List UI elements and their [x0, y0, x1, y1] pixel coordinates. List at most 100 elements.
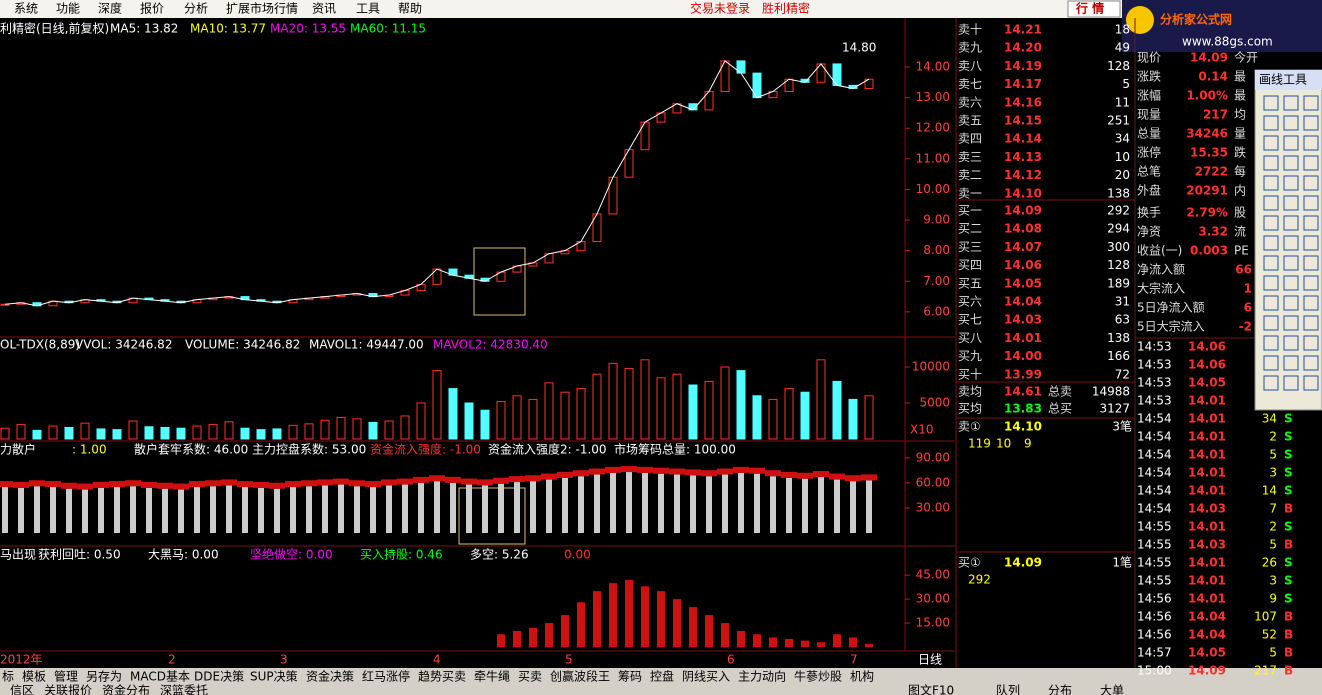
- tab[interactable]: 买卖: [518, 670, 542, 684]
- y-tick-label: 15.00: [916, 616, 950, 630]
- tab[interactable]: 机构: [850, 669, 874, 684]
- tool-button[interactable]: [1283, 375, 1299, 391]
- menu-item[interactable]: 扩展市场行情: [226, 1, 298, 16]
- tick-price: 14.06: [1188, 340, 1226, 354]
- tab[interactable]: 标: [2, 670, 14, 684]
- book-level: 卖八: [958, 59, 982, 73]
- tab[interactable]: 牵牛绳: [474, 669, 510, 684]
- tab[interactable]: 资金决策: [306, 669, 354, 684]
- tool-button[interactable]: [1283, 215, 1299, 231]
- tool-button[interactable]: [1303, 335, 1319, 351]
- tool-button[interactable]: [1283, 235, 1299, 251]
- tool-button[interactable]: [1303, 215, 1319, 231]
- tick-volume: 2: [1269, 520, 1277, 534]
- tab[interactable]: 分布: [1048, 684, 1072, 695]
- tool-button[interactable]: [1283, 95, 1299, 111]
- y-tick-label: 90.00: [916, 450, 950, 464]
- tab[interactable]: 大单: [1100, 684, 1124, 695]
- tool-button[interactable]: [1303, 195, 1319, 211]
- tool-button[interactable]: [1283, 115, 1299, 131]
- tab[interactable]: 趋势买卖: [418, 670, 466, 684]
- tab[interactable]: 深篮委托: [160, 683, 208, 695]
- tab[interactable]: DDE决策: [194, 670, 244, 684]
- tool-button[interactable]: [1303, 235, 1319, 251]
- tool-button[interactable]: [1283, 275, 1299, 291]
- tool-button[interactable]: [1263, 195, 1279, 211]
- menu-item[interactable]: 工具: [356, 2, 380, 16]
- tool-button[interactable]: [1303, 255, 1319, 271]
- summary-value: 3127: [1099, 402, 1130, 416]
- tab[interactable]: 管理: [54, 669, 78, 684]
- tool-button[interactable]: [1303, 135, 1319, 151]
- tab[interactable]: 阴线买入: [682, 670, 730, 684]
- tool-button[interactable]: [1263, 315, 1279, 331]
- tool-button[interactable]: [1283, 295, 1299, 311]
- menu-item[interactable]: 帮助: [398, 2, 422, 16]
- tool-button[interactable]: [1303, 275, 1319, 291]
- volume-bar: [224, 421, 234, 440]
- flow-top: [0, 481, 13, 488]
- tool-button[interactable]: [1303, 375, 1319, 391]
- tool-button[interactable]: [1263, 115, 1279, 131]
- tool-button[interactable]: [1283, 175, 1299, 191]
- mode-button-frame[interactable]: [1067, 0, 1121, 18]
- tab[interactable]: 牛蔘炒股: [794, 669, 842, 684]
- menu-item[interactable]: 系统: [14, 2, 38, 16]
- tool-button[interactable]: [1263, 355, 1279, 371]
- tool-button[interactable]: [1263, 175, 1279, 191]
- menu-item[interactable]: 深度: [98, 1, 122, 16]
- panel-title: 力散户: [0, 442, 36, 457]
- tab[interactable]: 红马涨停: [362, 669, 410, 684]
- flow-bar: [178, 489, 184, 533]
- quote-value: 1.00%: [1186, 89, 1228, 103]
- tool-button[interactable]: [1303, 355, 1319, 371]
- tab[interactable]: 信区: [10, 684, 34, 695]
- tool-button[interactable]: [1303, 95, 1319, 111]
- tool-button[interactable]: [1263, 255, 1279, 271]
- tool-button[interactable]: [1303, 315, 1319, 331]
- tool-button[interactable]: [1263, 375, 1279, 391]
- menu-item[interactable]: 报价: [140, 1, 164, 16]
- volume-bar: [256, 429, 266, 440]
- tool-button[interactable]: [1263, 135, 1279, 151]
- tool-button[interactable]: [1283, 155, 1299, 171]
- tool-button[interactable]: [1303, 175, 1319, 191]
- flow-top: [109, 481, 125, 488]
- mode-button[interactable]: 行 情: [1075, 1, 1104, 16]
- tab[interactable]: 关联报价: [44, 683, 92, 695]
- tool-button[interactable]: [1283, 355, 1299, 371]
- tab[interactable]: 另存为: [86, 670, 122, 684]
- tab[interactable]: 图文F10: [908, 683, 954, 695]
- tool-button[interactable]: [1263, 215, 1279, 231]
- tab[interactable]: 资金分布: [102, 683, 150, 695]
- tab[interactable]: 创赢波段王: [550, 669, 610, 684]
- tool-button[interactable]: [1283, 315, 1299, 331]
- tool-button[interactable]: [1263, 155, 1279, 171]
- tab[interactable]: 主力动向: [738, 669, 786, 684]
- tool-button[interactable]: [1263, 235, 1279, 251]
- tab[interactable]: 队列: [996, 683, 1020, 695]
- tab[interactable]: 模板: [22, 670, 46, 684]
- tool-button[interactable]: [1283, 195, 1299, 211]
- menu-item[interactable]: 资讯: [312, 2, 336, 16]
- tool-button[interactable]: [1283, 255, 1299, 271]
- tab[interactable]: MACD基本: [130, 670, 190, 684]
- tool-button[interactable]: [1283, 335, 1299, 351]
- menu-item[interactable]: 分析: [184, 2, 208, 16]
- horse-bar: [769, 637, 777, 647]
- tool-button[interactable]: [1263, 295, 1279, 311]
- y-tick-label: 30.00: [916, 500, 950, 514]
- tool-button[interactable]: [1263, 275, 1279, 291]
- logo-box: [1122, 0, 1322, 52]
- tool-button[interactable]: [1263, 95, 1279, 111]
- tool-button[interactable]: [1303, 115, 1319, 131]
- tab[interactable]: 控盘: [650, 669, 674, 684]
- menu-item[interactable]: 功能: [56, 2, 80, 16]
- y-tick-label: 12.00: [916, 121, 950, 135]
- tool-button[interactable]: [1303, 155, 1319, 171]
- tab[interactable]: 筹码: [618, 670, 642, 684]
- tab[interactable]: SUP决策: [250, 670, 298, 684]
- tool-button[interactable]: [1263, 335, 1279, 351]
- tool-button[interactable]: [1283, 135, 1299, 151]
- tool-button[interactable]: [1303, 295, 1319, 311]
